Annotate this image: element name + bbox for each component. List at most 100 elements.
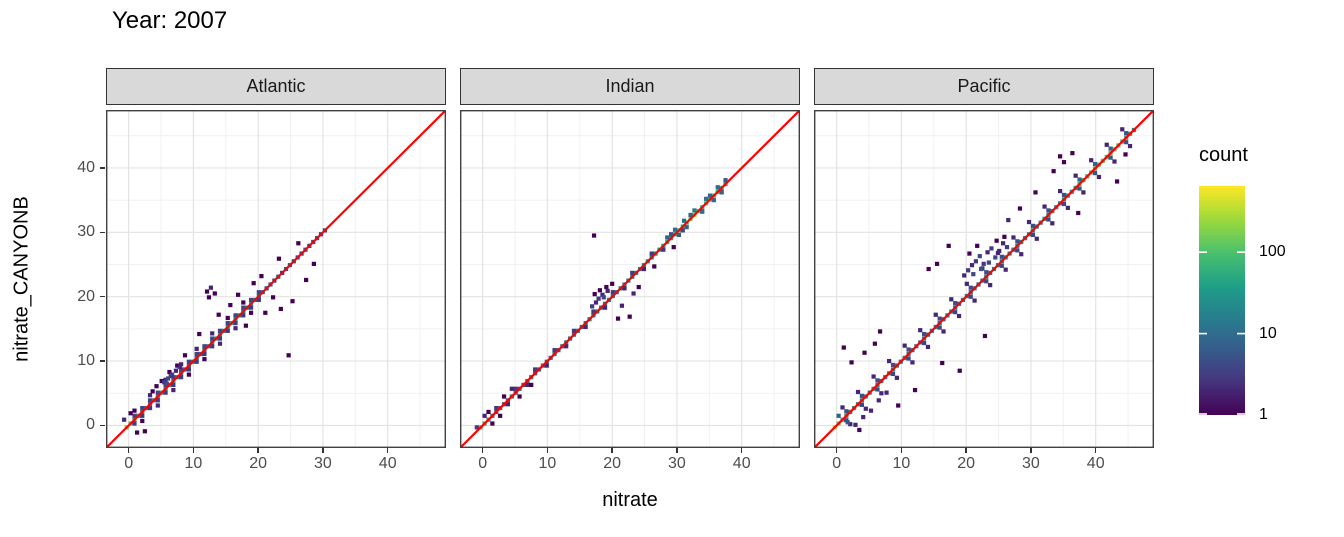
bin <box>1030 232 1035 238</box>
bin <box>610 281 615 286</box>
bin <box>890 371 896 377</box>
panel-border <box>106 110 446 448</box>
bin <box>1061 160 1067 165</box>
bin <box>212 291 217 296</box>
bin <box>1124 140 1129 145</box>
bin <box>857 427 862 433</box>
bin <box>622 286 627 291</box>
bin <box>204 289 210 294</box>
bin <box>723 178 728 183</box>
bin <box>1092 161 1098 167</box>
bin <box>1001 241 1006 246</box>
bin <box>877 329 883 334</box>
bin <box>173 368 179 373</box>
bin <box>1011 235 1016 240</box>
bin <box>171 387 176 393</box>
bin <box>228 302 233 308</box>
bin <box>197 331 202 337</box>
legend-title: count <box>1199 144 1248 166</box>
bin <box>665 235 670 240</box>
identity-line <box>814 110 1154 448</box>
bin <box>684 225 689 230</box>
bin <box>134 430 140 435</box>
bin <box>906 356 911 361</box>
bin <box>233 320 238 326</box>
y-tick-label: 40 <box>77 158 95 176</box>
grid-minor <box>460 110 800 448</box>
bin <box>525 382 530 388</box>
bin <box>1050 221 1055 226</box>
bin <box>1004 245 1010 250</box>
bin <box>859 402 865 407</box>
bin <box>671 245 676 250</box>
bin <box>962 273 967 278</box>
bin <box>1002 234 1007 239</box>
bin <box>1006 217 1011 223</box>
bin <box>977 254 982 259</box>
bin <box>164 381 169 386</box>
bin <box>1124 131 1129 136</box>
legend-count: count 100 10 1 <box>1199 144 1339 444</box>
bin <box>631 291 636 296</box>
bin <box>128 411 133 416</box>
bin <box>593 300 599 305</box>
identity-line <box>106 110 446 448</box>
bin <box>1127 143 1133 149</box>
bin <box>486 409 491 415</box>
bin <box>217 328 223 333</box>
bin <box>863 406 868 411</box>
bin <box>934 261 940 266</box>
bin <box>876 398 881 403</box>
bin <box>692 208 697 213</box>
bin <box>707 193 713 198</box>
bin <box>241 300 246 305</box>
bin <box>167 369 172 375</box>
bin <box>1019 252 1024 257</box>
bin <box>155 403 160 408</box>
bin <box>590 304 595 309</box>
bin <box>171 382 176 388</box>
bin <box>949 297 954 302</box>
bin <box>968 294 973 299</box>
bin <box>688 212 693 218</box>
bin <box>841 345 846 350</box>
bin <box>953 310 958 315</box>
bin <box>1046 217 1051 222</box>
bin <box>921 340 927 346</box>
y-tick-label: 0 <box>86 416 95 434</box>
bin <box>1026 219 1032 225</box>
bin <box>999 254 1004 259</box>
bin <box>661 247 666 252</box>
bin <box>1030 223 1035 228</box>
bin <box>159 378 164 384</box>
bin <box>953 301 958 306</box>
bin <box>868 408 874 413</box>
bin <box>848 422 853 427</box>
bin <box>216 312 221 317</box>
bin <box>509 386 514 391</box>
x-tick-mark <box>481 448 484 453</box>
bin <box>984 270 989 275</box>
bin <box>155 390 160 395</box>
bin <box>933 312 938 317</box>
bin <box>552 348 557 353</box>
bin <box>236 292 241 297</box>
bin <box>592 292 597 297</box>
bin <box>853 422 858 427</box>
bin <box>571 328 577 333</box>
bin <box>937 316 942 321</box>
x-tick-label: 0 <box>832 455 842 472</box>
bin <box>490 421 495 426</box>
bin <box>910 360 915 365</box>
y-tick-mark <box>100 296 105 298</box>
bin <box>884 390 889 395</box>
bin <box>162 380 167 385</box>
bin <box>981 261 986 266</box>
x-tick-mark <box>322 448 324 453</box>
bin <box>186 367 191 372</box>
x-tick-mark <box>192 448 195 453</box>
bin <box>290 299 295 304</box>
panel-border <box>814 110 1154 448</box>
bin <box>636 284 641 290</box>
bin <box>163 390 168 395</box>
